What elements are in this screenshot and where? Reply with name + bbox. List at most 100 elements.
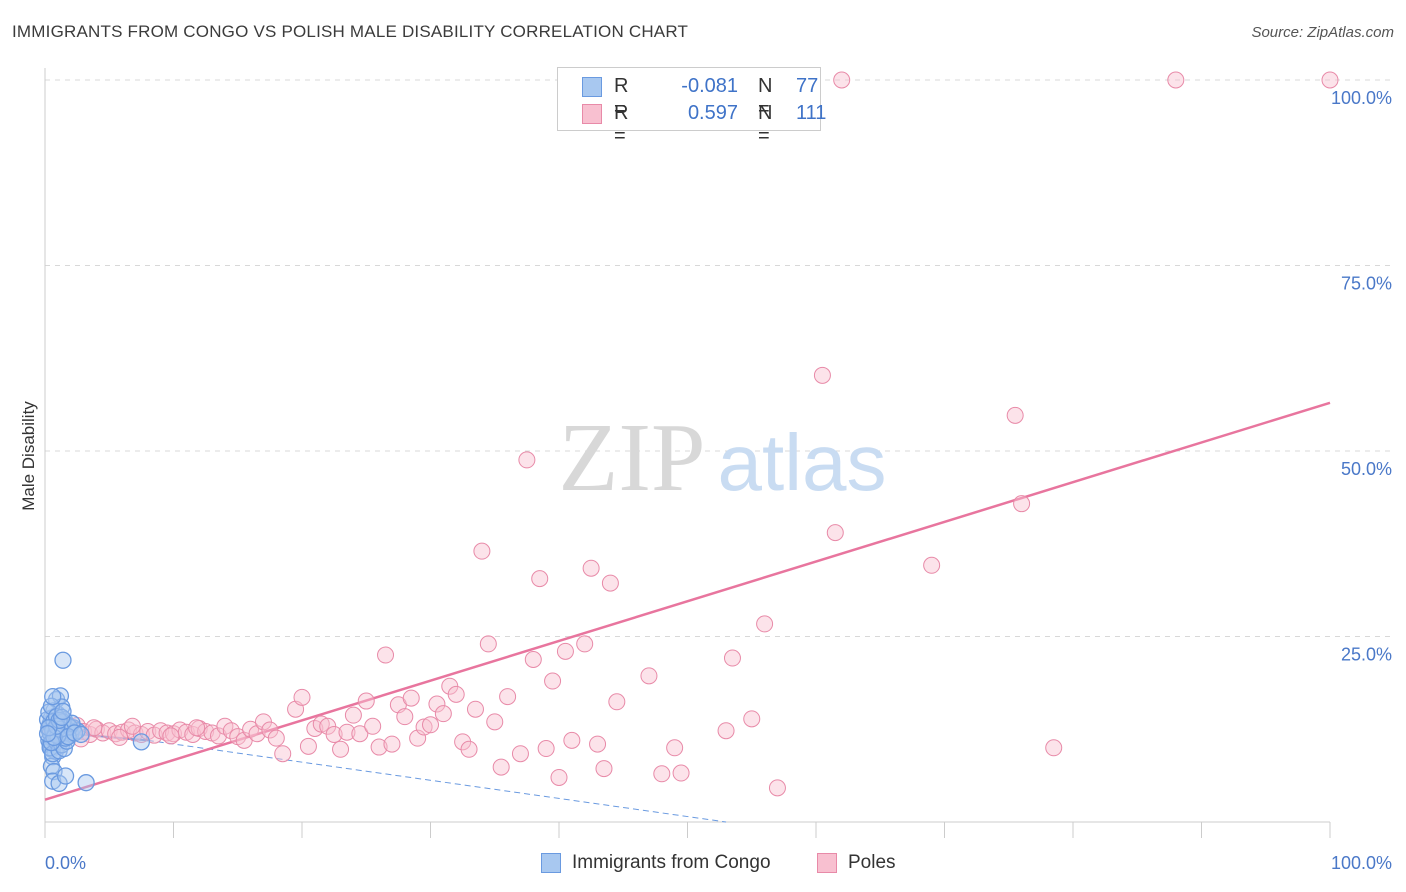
- point-poles: [511, 745, 529, 763]
- x-tick-label: 0.0%: [45, 853, 86, 873]
- legend-r-label: R =: [614, 102, 629, 147]
- point-poles: [1321, 71, 1339, 89]
- point-congo: [56, 767, 75, 785]
- point-poles: [274, 745, 292, 763]
- point-poles: [447, 685, 465, 703]
- point-poles: [422, 716, 439, 734]
- legend-n-label: N =: [758, 75, 773, 120]
- point-poles: [653, 765, 671, 783]
- point-poles: [152, 722, 170, 740]
- point-poles: [197, 722, 215, 740]
- point-poles: [460, 740, 478, 758]
- watermark-zip: ZIP: [559, 404, 706, 512]
- point-poles: [171, 721, 189, 739]
- legend-n-value: 77: [796, 75, 819, 97]
- point-poles: [415, 718, 433, 736]
- point-poles: [563, 731, 581, 749]
- point-poles: [518, 451, 536, 469]
- point-poles: [299, 737, 317, 755]
- point-poles: [111, 728, 129, 746]
- point-poles: [357, 692, 375, 710]
- point-poles: [428, 695, 446, 713]
- legend-r-value: -0.081: [681, 75, 738, 97]
- x-tick-label: 100.0%: [1331, 853, 1392, 873]
- y-tick-label: 50.0%: [1341, 459, 1392, 479]
- point-poles: [601, 574, 619, 592]
- point-poles: [222, 722, 240, 740]
- point-poles: [756, 615, 774, 633]
- point-poles: [589, 735, 607, 753]
- point-poles: [267, 729, 285, 747]
- y-tick-label: 75.0%: [1341, 274, 1392, 294]
- point-poles: [582, 559, 600, 577]
- point-poles: [344, 706, 362, 724]
- point-poles: [1013, 495, 1031, 513]
- point-congo: [77, 774, 95, 792]
- point-poles: [556, 642, 574, 660]
- point-poles: [768, 779, 786, 797]
- point-poles: [826, 524, 844, 542]
- legend-n-value: 111: [796, 102, 827, 124]
- point-poles: [123, 717, 141, 735]
- point-poles: [383, 735, 401, 753]
- point-poles: [672, 764, 690, 782]
- point-congo: [132, 733, 151, 751]
- point-poles: [576, 635, 594, 653]
- bottom-legend-swatch-congo: [541, 853, 561, 873]
- point-poles: [370, 738, 388, 756]
- watermark-atlas: atlas: [718, 418, 887, 507]
- point-congo: [40, 719, 58, 737]
- point-poles: [531, 570, 549, 588]
- source-credit: Source: ZipAtlas.com: [1251, 24, 1394, 41]
- point-poles: [312, 715, 330, 733]
- point-poles: [94, 724, 112, 742]
- legend-r-value: 0.597: [687, 102, 738, 124]
- point-poles: [396, 708, 414, 726]
- point-congo: [53, 708, 71, 727]
- point-congo: [38, 725, 57, 743]
- point-poles: [833, 71, 851, 89]
- watermark: ZIP atlas: [559, 404, 887, 512]
- trend-line-congo-extension: [147, 739, 727, 823]
- point-poles: [1167, 71, 1185, 89]
- y-tick-label: 100.0%: [1331, 88, 1392, 108]
- legend-r-label: R =: [614, 75, 629, 120]
- point-poles: [351, 725, 369, 743]
- chart-title: IMMIGRANTS FROM CONGO VS POLISH MALE DIS…: [12, 22, 689, 41]
- point-poles: [466, 700, 484, 718]
- point-poles: [126, 724, 144, 742]
- point-poles: [492, 758, 510, 776]
- point-poles: [608, 693, 626, 711]
- point-poles: [717, 722, 735, 740]
- data-points: [38, 71, 1339, 797]
- point-poles: [723, 649, 741, 667]
- point-poles: [377, 646, 395, 664]
- point-poles: [434, 705, 452, 723]
- point-poles: [402, 689, 420, 707]
- y-tick-label: 25.0%: [1341, 645, 1392, 665]
- point-poles: [1045, 739, 1063, 757]
- point-poles: [640, 667, 658, 685]
- point-poles: [550, 768, 568, 786]
- correlation-legend: R = -0.081 N = 77 R = 0.597 N = 111: [557, 67, 826, 147]
- point-congo: [54, 702, 72, 721]
- point-poles: [923, 556, 941, 574]
- bottom-legend-label: Poles: [848, 852, 896, 873]
- point-poles: [486, 713, 504, 731]
- point-poles: [743, 710, 761, 728]
- bottom-legend-label: Immigrants from Congo: [572, 852, 771, 873]
- legend-n-label: N =: [758, 102, 773, 147]
- point-poles: [209, 727, 227, 745]
- trend-line-poles: [44, 401, 1331, 801]
- point-congo: [54, 651, 72, 669]
- point-poles: [293, 688, 311, 706]
- legend-swatch-poles: [582, 104, 602, 124]
- point-congo: [72, 725, 90, 744]
- point-poles: [1006, 406, 1024, 424]
- point-poles: [364, 717, 382, 735]
- point-poles: [325, 725, 343, 743]
- point-poles: [332, 740, 350, 758]
- point-congo: [44, 687, 62, 706]
- point-poles: [666, 739, 684, 757]
